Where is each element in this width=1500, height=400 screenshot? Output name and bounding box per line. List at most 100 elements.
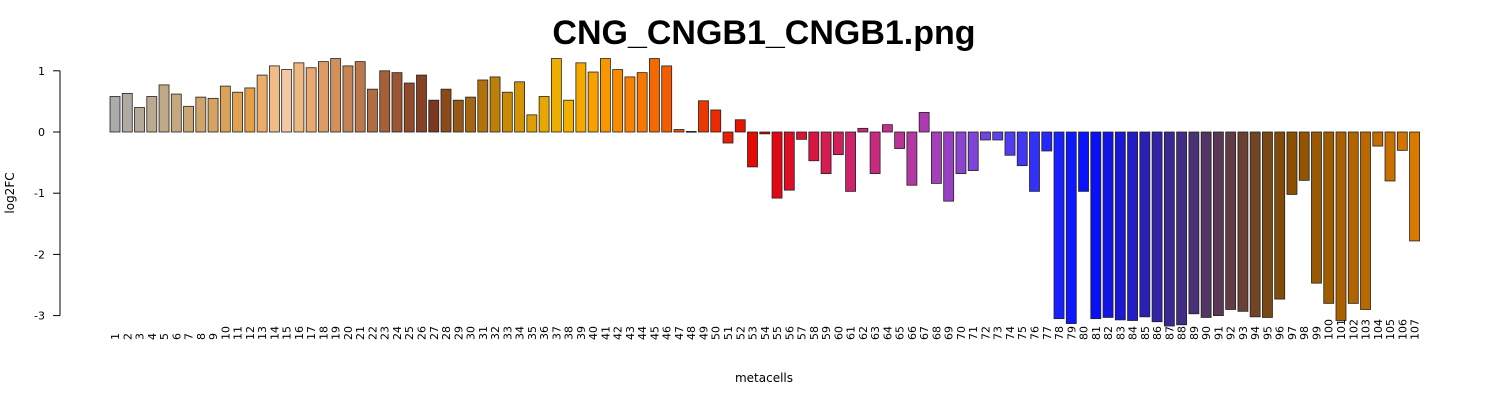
x-tick-label: 36 [538,326,551,340]
bar-24 [391,72,403,133]
y-tick-label: -1 [34,187,45,200]
x-tick-label: 106 [1396,319,1409,340]
bar-25 [403,82,415,133]
bar-21 [354,61,366,133]
bar-107 [1409,131,1420,242]
x-tick-label: 94 [1249,326,1262,340]
bar-14 [268,65,280,133]
x-tick-label: 52 [734,326,747,340]
bar-68 [931,131,942,184]
bar-5 [158,84,170,133]
bar-43 [624,76,636,133]
x-tick-label: 85 [1139,326,1152,340]
x-tick-label: 32 [489,326,502,340]
bar-2 [121,93,133,133]
x-tick-label: 65 [894,326,907,340]
x-tick-label: 3 [134,333,147,340]
bar-87 [1163,131,1175,327]
bar-8 [195,96,207,133]
x-tick-label: 86 [1151,326,1164,340]
x-tick-label: 21 [354,326,367,340]
x-tick-label: 19 [330,326,343,340]
bar-15 [281,69,293,133]
x-tick-label: 39 [575,326,588,340]
bar-53 [747,131,758,168]
x-tick-label: 18 [317,326,330,340]
bar-31 [477,79,489,133]
bar-40 [587,71,599,133]
x-tick-label: 78 [1053,326,1066,340]
x-tick-label: 31 [477,326,490,340]
bar-97 [1286,131,1298,195]
x-tick-label: 97 [1286,326,1299,340]
x-tick-label: 44 [636,326,649,340]
bars-group [109,58,1420,327]
x-tick-label: 102 [1347,319,1360,340]
bar-51 [722,131,734,144]
x-tick-label: 54 [759,326,772,340]
x-tick-label: 57 [796,326,809,340]
bar-100 [1323,131,1335,304]
y-tick-label: -3 [34,310,45,323]
x-tick-label: 30 [465,326,478,340]
x-tick-label: 5 [158,333,171,340]
y-tick-label: 0 [38,126,45,139]
x-tick-label: 82 [1102,326,1115,340]
bar-63 [869,131,881,175]
bar-75 [1016,131,1028,167]
x-tick-label: 95 [1261,326,1274,340]
bar-19 [330,58,342,133]
bar-9 [207,97,219,133]
bar-4 [146,96,158,133]
x-tick-label: 77 [1041,326,1054,340]
bar-106 [1396,131,1408,151]
bar-93 [1237,131,1249,312]
bar-33 [501,91,513,133]
x-axis-label: metacells [735,371,793,385]
bar-98 [1298,131,1310,181]
x-tick-label: 48 [685,326,698,340]
bar-62 [857,127,869,133]
x-tick-label: 7 [183,333,196,340]
x-tick-label: 14 [268,326,281,340]
x-tick-label: 99 [1310,326,1323,340]
x-tick-label: 47 [673,326,686,340]
x-tick-label: 105 [1384,319,1397,340]
x-tick-labels: 1 2 3 4 5 6 7 8 9 10 11 12 13 14 15 16 17 18 19 20 21 22 23 24 2… [109,319,1422,340]
bar-13 [256,74,268,133]
x-tick-label: 75 [1016,326,1029,340]
bar-101 [1335,131,1347,321]
x-tick-label: 34 [514,326,527,340]
bar-83 [1114,131,1126,321]
x-tick-label: 38 [563,326,576,340]
x-tick-label: 58 [808,326,821,340]
bar-37 [550,58,562,133]
x-tick-label: 37 [550,326,563,340]
x-tick-label: 96 [1274,326,1287,340]
x-tick-label: 43 [624,326,637,340]
x-tick-label: 49 [697,326,710,340]
x-tick-label: 1 [109,333,122,340]
x-tick-label: 17 [305,326,318,340]
bar-76 [1029,131,1040,192]
bar-69 [943,131,955,202]
x-tick-label: 70 [955,326,968,340]
bar-42 [612,69,624,133]
bar-22 [367,88,378,133]
x-tick-label: 88 [1176,326,1189,340]
x-tick-label: 73 [992,326,1005,340]
x-tick-label: 107 [1409,319,1422,340]
bar-39 [575,62,587,133]
bar-95 [1262,131,1273,318]
x-tick-label: 101 [1335,319,1348,340]
bar-29 [452,99,464,133]
x-tick-label: 20 [342,326,355,340]
x-tick-label: 8 [195,333,208,340]
x-tick-label: 46 [661,326,674,340]
chart-title: CNG_CNGB1_CNGB1.png [552,14,975,52]
x-tick-label: 4 [146,333,159,340]
bar-20 [342,65,354,133]
bar-48 [685,130,697,133]
bar-94 [1249,131,1261,318]
